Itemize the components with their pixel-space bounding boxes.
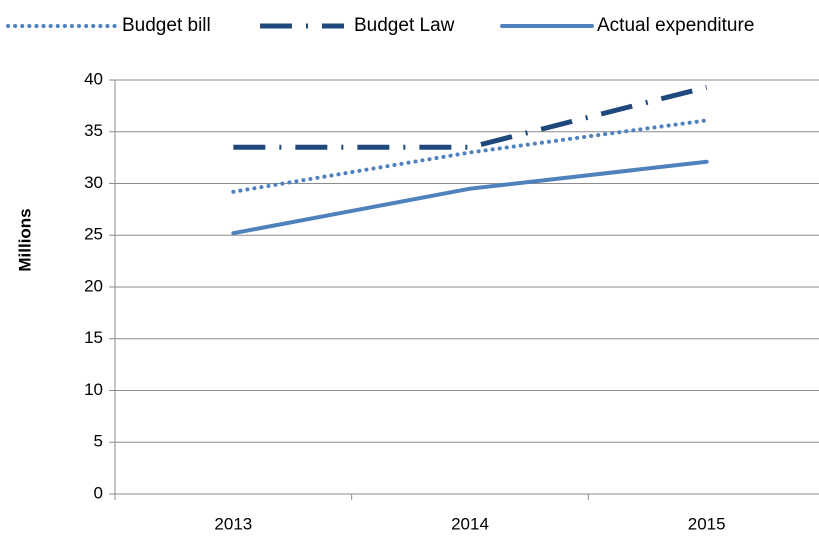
series-line-1: [231, 118, 709, 194]
y-tick-label: 20: [84, 276, 103, 295]
legend: Budget bill Budget Law Actual expenditure: [6, 15, 754, 36]
legend-label: Budget bill: [122, 15, 211, 36]
y-tick-label: 30: [84, 173, 103, 192]
y-tick-label: 5: [94, 432, 103, 451]
x-tick-label: 2015: [688, 514, 726, 533]
y-tick-label: 10: [84, 380, 103, 399]
x-axis: 2013 2014 2015: [114, 80, 726, 533]
series-lines: [231, 84, 709, 236]
y-tick-label: 0: [94, 483, 103, 502]
series-line-2: [233, 84, 708, 150]
legend-label: Actual expenditure: [597, 15, 754, 36]
series-line-3: [231, 159, 709, 236]
gridlines: [115, 79, 819, 495]
y-axis-title: Millions: [15, 208, 34, 271]
legend-label: Budget Law: [354, 15, 455, 36]
x-tick-label: 2013: [214, 514, 252, 533]
y-tick-label: 35: [84, 121, 103, 140]
y-tick-label: 25: [84, 225, 103, 244]
y-axis-ticks: 0 5 10 15 20 25 30 35 40: [84, 69, 115, 502]
y-tick-label: 40: [84, 69, 103, 88]
y-tick-label: 15: [84, 328, 103, 347]
x-tick-label: 2014: [451, 514, 489, 533]
